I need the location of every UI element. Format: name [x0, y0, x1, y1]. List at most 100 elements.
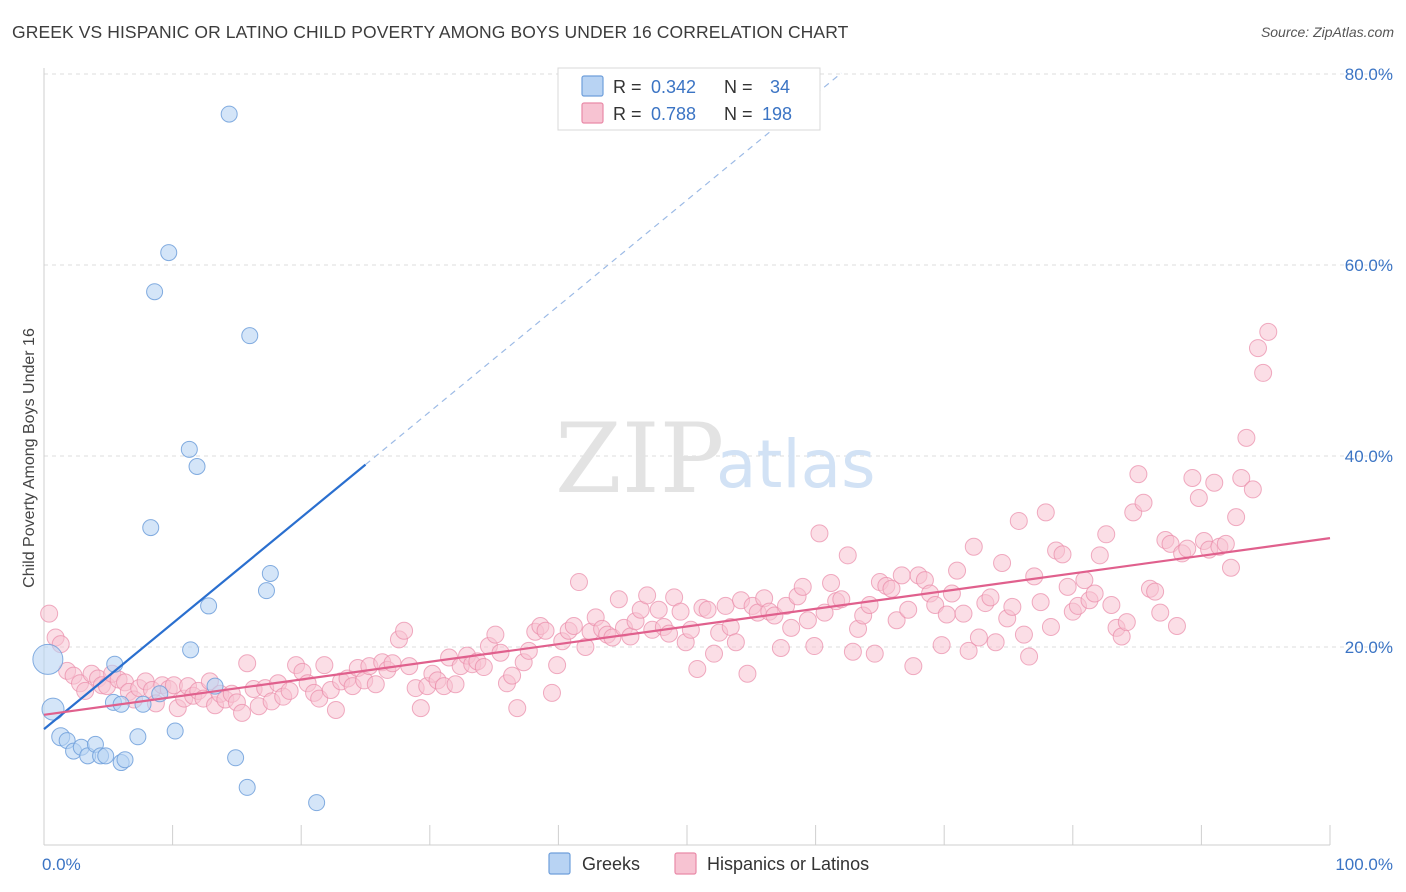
legend-swatch-hispanics — [581, 102, 604, 124]
greek-point — [129, 728, 147, 746]
y-tick-label: 80.0% — [1345, 65, 1393, 84]
hispanic-trend-line — [43, 537, 1331, 716]
greek-point — [146, 283, 164, 301]
hispanic-point — [698, 600, 717, 619]
hispanic-point — [926, 595, 945, 614]
trend-lines — [43, 72, 1331, 730]
hispanic-point — [937, 605, 956, 624]
greek-point — [241, 327, 259, 345]
hispanic-point — [366, 675, 385, 694]
hispanic-point — [486, 625, 505, 644]
hispanic-point — [503, 666, 522, 685]
tick-labels: 20.0% 40.0% 60.0% 80.0% 0.0% 100.0% — [42, 65, 1393, 874]
hispanic-point — [411, 699, 430, 718]
hispanic-point — [569, 573, 588, 592]
hispanic-point — [782, 618, 801, 637]
hispanic-point — [726, 633, 745, 652]
hispanic-point — [838, 546, 857, 565]
hispanic-point — [899, 600, 918, 619]
hispanic-point — [843, 642, 862, 661]
hispanic-point — [959, 641, 978, 660]
hispanic-point — [315, 656, 334, 675]
greek-point — [160, 244, 178, 262]
hispanic-point — [798, 611, 817, 630]
legend-r-value-greeks: 0.342 — [651, 77, 696, 97]
hispanic-point — [865, 644, 884, 663]
hispanic-point — [1237, 428, 1256, 447]
bottom-legend-swatch-greeks — [548, 852, 571, 875]
hispanic-point — [1232, 468, 1251, 487]
hispanic-point — [777, 596, 796, 615]
greek-point — [166, 722, 184, 740]
greek-trend-extension — [365, 72, 842, 466]
x-tick-label: 0.0% — [42, 855, 81, 874]
greek-point — [200, 597, 218, 615]
legend-r-value-hispanics: 0.788 — [651, 104, 696, 124]
hispanic-point — [716, 596, 735, 615]
hispanic-point — [1178, 539, 1197, 558]
hispanic-point — [1146, 582, 1165, 601]
hispanic-point — [942, 584, 961, 603]
hispanic-point — [233, 703, 252, 722]
hispanic-point — [1031, 593, 1050, 612]
hispanic-point — [564, 616, 583, 635]
y-tick-label: 20.0% — [1345, 638, 1393, 657]
hispanic-point — [805, 637, 824, 656]
watermark-atlas: atlas — [716, 426, 876, 503]
legend-r-label-greeks: R = — [613, 77, 642, 97]
hispanic-point — [705, 644, 724, 663]
hispanic-point — [969, 628, 988, 647]
hispanic-point — [954, 604, 973, 623]
chart-title: GREEK VS HISPANIC OR LATINO CHILD POVERT… — [12, 22, 849, 42]
legend-r-label-hispanics: R = — [613, 104, 642, 124]
hispanic-point — [1014, 625, 1033, 644]
hispanic-point — [1058, 577, 1077, 596]
hispanic-point — [688, 659, 707, 678]
hispanic-point — [1003, 597, 1022, 616]
axes — [43, 68, 1331, 846]
greek-point — [116, 751, 134, 769]
hispanic-point — [519, 641, 538, 660]
greek-point — [134, 695, 152, 713]
hispanic-point — [1151, 603, 1170, 622]
hispanic-point — [326, 701, 345, 720]
bottom-legend-label-greeks: Greeks — [582, 854, 640, 874]
hispanic-point — [536, 621, 555, 640]
grid-lines — [44, 73, 1392, 648]
hispanic-point — [832, 590, 851, 609]
greek-point — [182, 641, 200, 659]
chart-source: Source: ZipAtlas.com — [1260, 24, 1394, 40]
hispanic-point — [771, 638, 790, 657]
hispanic-point — [681, 620, 700, 639]
hispanic-point — [1090, 546, 1109, 565]
bottom-legend-label-hispanics: Hispanics or Latinos — [707, 854, 869, 874]
hispanic-point — [474, 658, 493, 677]
hispanic-point — [1025, 567, 1044, 586]
hispanic-point — [542, 683, 561, 702]
hispanic-point — [1259, 322, 1278, 341]
hispanic-point — [1085, 584, 1104, 603]
hispanic-point — [395, 621, 414, 640]
hispanic-point — [1183, 468, 1202, 487]
hispanic-point — [1036, 503, 1055, 522]
hispanic-point — [1189, 489, 1208, 508]
hispanic-point — [671, 602, 690, 621]
legend-n-label-greeks: N = — [724, 77, 753, 97]
y-tick-label: 40.0% — [1345, 447, 1393, 466]
hispanic-point — [964, 537, 983, 556]
hispanic-point — [860, 595, 879, 614]
hispanic-points — [40, 322, 1278, 722]
greek-point — [220, 105, 238, 123]
greek-point — [188, 458, 206, 476]
greek-point — [180, 440, 198, 458]
greek-points — [32, 105, 326, 812]
hispanic-point — [238, 654, 257, 673]
hispanic-point — [621, 627, 640, 646]
hispanic-point — [548, 656, 567, 675]
hispanic-point — [904, 657, 923, 676]
hispanic-point — [822, 574, 841, 593]
hispanic-point — [649, 600, 668, 619]
hispanic-point — [932, 636, 951, 655]
hispanic-point — [1134, 493, 1153, 512]
